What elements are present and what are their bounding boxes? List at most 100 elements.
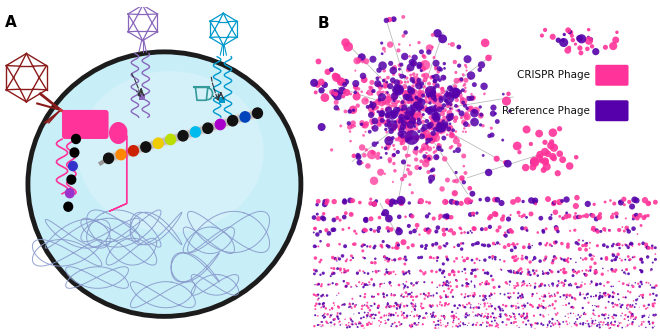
Point: [533, 305, 543, 310]
Point: [637, 313, 647, 318]
Point: [578, 257, 588, 262]
Point: [379, 100, 389, 105]
Point: [386, 202, 397, 208]
Point: [395, 306, 405, 311]
Point: [414, 40, 424, 45]
Point: [345, 109, 355, 114]
Point: [429, 314, 440, 320]
Point: [538, 271, 548, 276]
Point: [415, 149, 426, 154]
Point: [614, 242, 624, 247]
Point: [384, 311, 395, 317]
Point: [435, 267, 446, 273]
Point: [422, 157, 432, 162]
Point: [465, 302, 476, 307]
Point: [360, 282, 370, 288]
Point: [347, 198, 358, 203]
Point: [405, 131, 416, 137]
Point: [574, 285, 584, 290]
Point: [401, 94, 411, 100]
Point: [385, 201, 395, 206]
Point: [553, 201, 564, 206]
Point: [403, 95, 414, 100]
Point: [483, 281, 494, 286]
Point: [458, 241, 469, 246]
Point: [416, 159, 426, 164]
Point: [467, 230, 477, 235]
Point: [323, 282, 333, 287]
Point: [354, 320, 364, 325]
Point: [430, 132, 441, 137]
Point: [426, 175, 437, 181]
Point: [417, 147, 428, 152]
Point: [368, 106, 378, 112]
Point: [379, 171, 390, 176]
Point: [614, 256, 625, 261]
Point: [415, 102, 426, 107]
Point: [527, 165, 538, 170]
Point: [399, 271, 409, 277]
Point: [544, 302, 555, 308]
Point: [425, 89, 436, 94]
Point: [486, 292, 496, 297]
Point: [335, 242, 345, 247]
Point: [428, 293, 439, 298]
Point: [442, 256, 452, 262]
Point: [412, 165, 422, 170]
Point: [467, 267, 477, 273]
Point: [435, 318, 446, 323]
Point: [647, 301, 658, 306]
Point: [519, 281, 529, 286]
Point: [506, 269, 516, 275]
Point: [381, 130, 392, 135]
Point: [351, 322, 362, 328]
Point: [385, 157, 395, 162]
Point: [406, 325, 416, 330]
Point: [380, 321, 391, 326]
Circle shape: [65, 188, 74, 198]
Point: [416, 301, 426, 306]
Point: [327, 227, 338, 233]
Point: [390, 245, 401, 250]
Point: [477, 320, 488, 326]
Point: [423, 138, 434, 143]
Point: [442, 177, 453, 183]
Point: [521, 226, 531, 231]
Point: [543, 282, 554, 288]
Point: [456, 111, 467, 116]
Point: [383, 313, 394, 319]
Point: [331, 257, 341, 262]
Point: [421, 310, 432, 316]
Point: [321, 306, 331, 311]
Point: [312, 82, 323, 88]
Point: [587, 323, 597, 329]
Point: [403, 115, 414, 120]
Point: [541, 306, 551, 311]
Point: [539, 314, 549, 319]
Point: [480, 313, 490, 319]
Point: [393, 303, 403, 308]
Point: [453, 91, 463, 96]
Point: [365, 303, 376, 308]
Point: [556, 256, 567, 262]
Point: [449, 272, 459, 278]
Point: [508, 255, 518, 260]
Point: [399, 256, 409, 261]
Point: [424, 49, 434, 55]
Point: [440, 292, 451, 298]
Point: [403, 270, 413, 275]
Point: [382, 120, 393, 125]
Point: [437, 106, 447, 111]
Point: [389, 320, 400, 325]
Point: [546, 269, 557, 275]
Point: [420, 128, 431, 134]
Point: [435, 125, 446, 130]
Point: [433, 322, 444, 327]
Point: [504, 282, 515, 288]
Point: [620, 216, 631, 221]
Point: [482, 197, 493, 202]
Point: [358, 73, 368, 79]
Point: [465, 212, 476, 217]
Point: [530, 198, 541, 203]
Point: [551, 226, 562, 231]
